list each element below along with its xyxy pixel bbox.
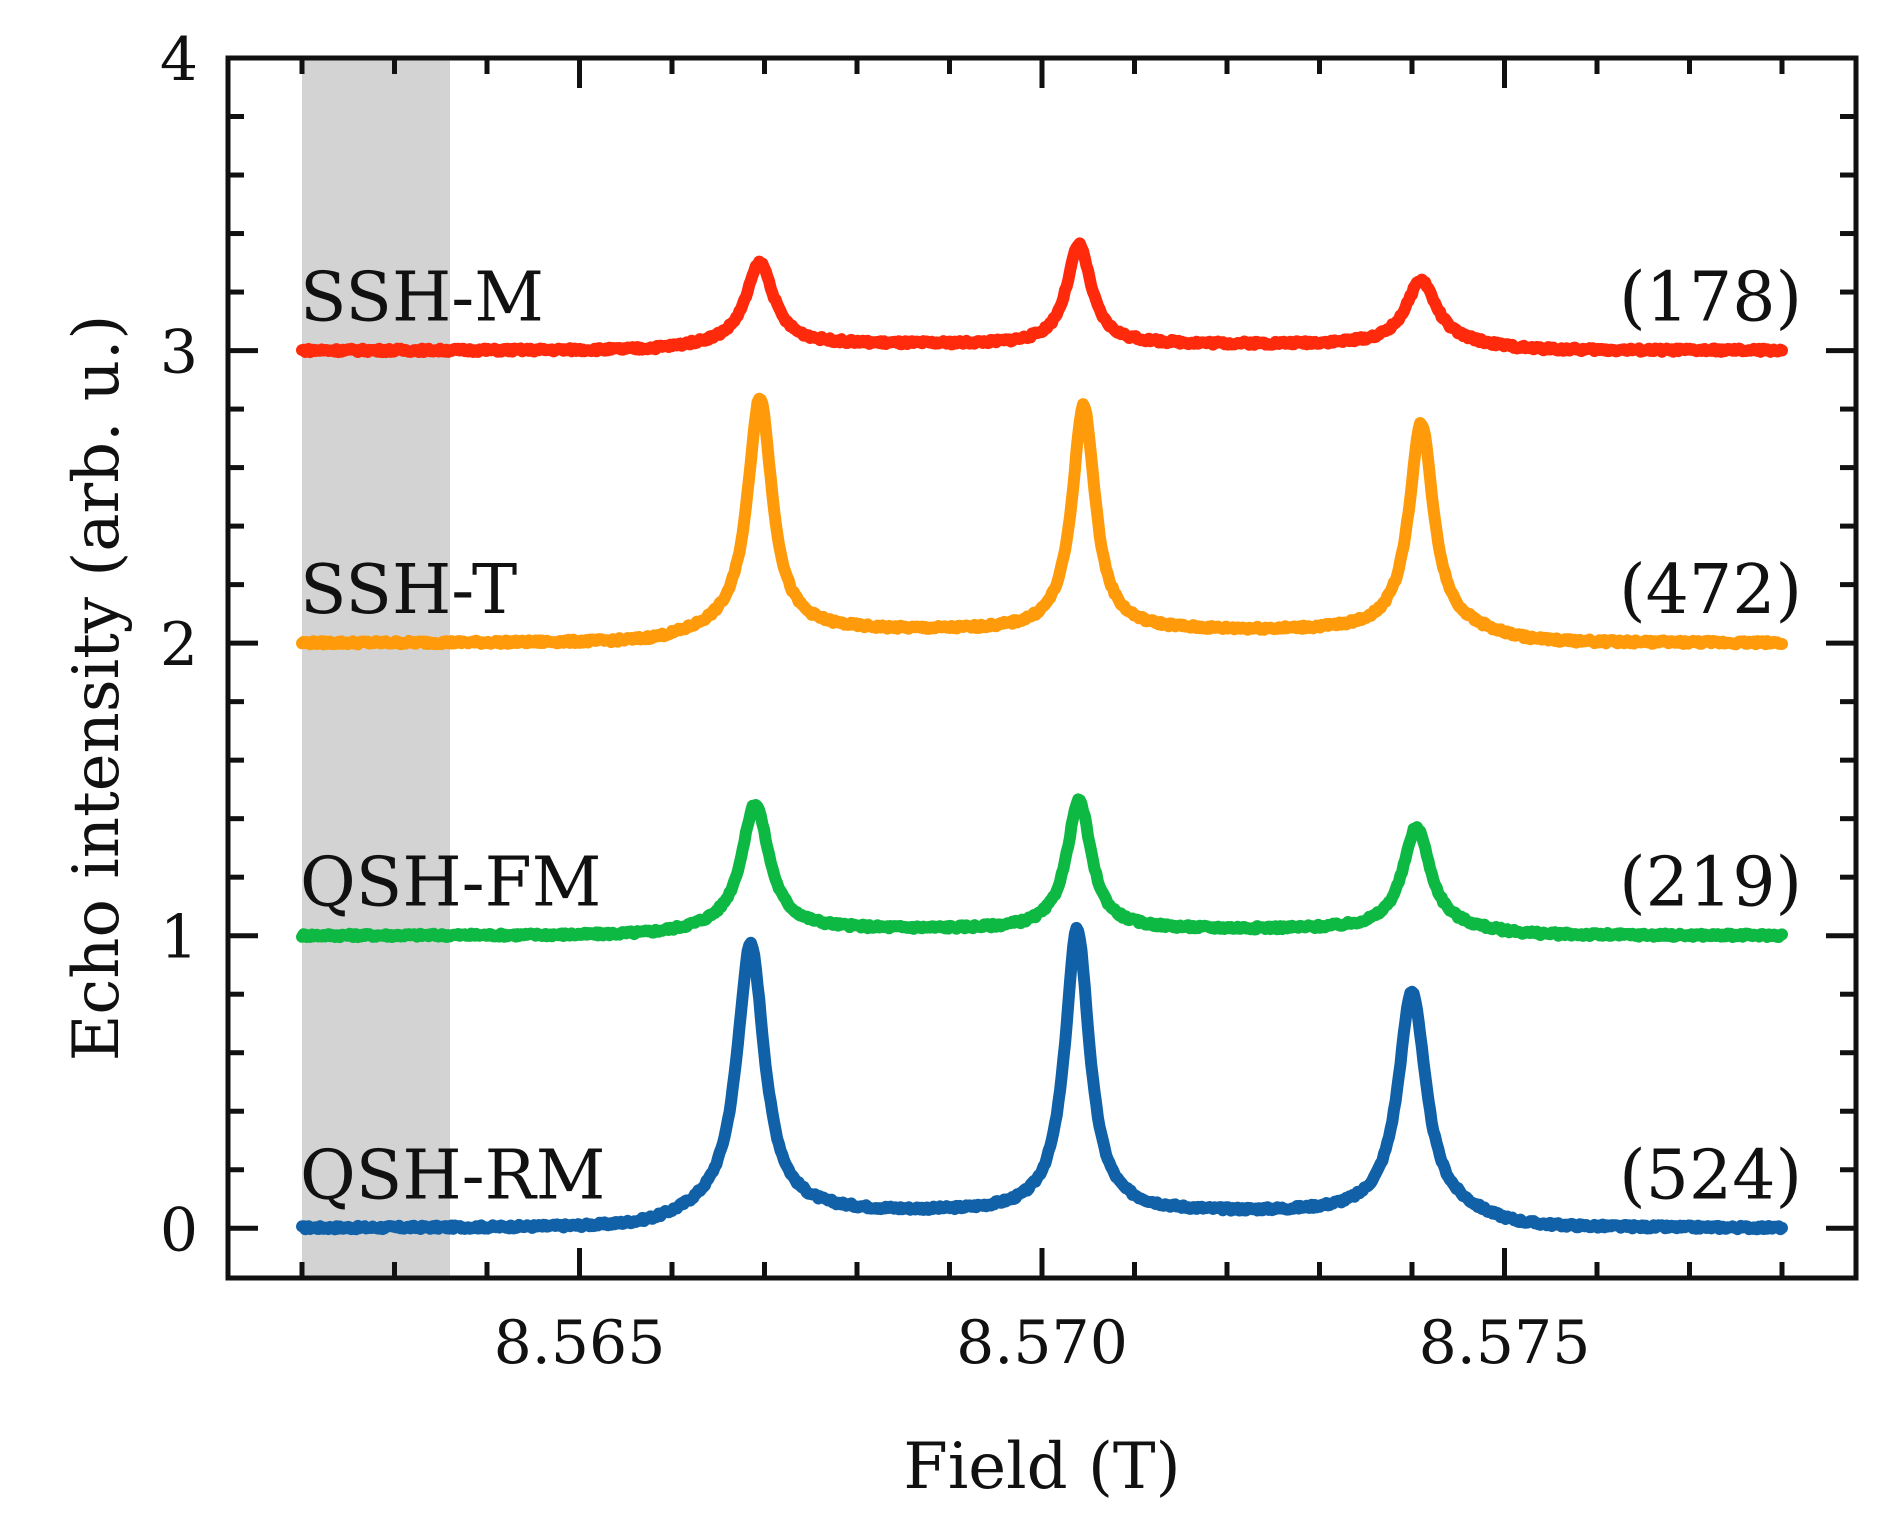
x-tick-label: 8.565 xyxy=(494,1308,666,1378)
series-label: QSH-RM xyxy=(300,1136,605,1215)
series-count: (178) xyxy=(1619,259,1802,338)
y-tick-label: 0 xyxy=(160,1195,198,1265)
x-tick-label: 8.575 xyxy=(1419,1308,1591,1378)
series-labels: QSH-RM (524) QSH-FM (219) SSH-T (472) SSH-M (17… xyxy=(300,259,1802,1216)
x-tick-labels: 8.565 8.570 8.575 xyxy=(494,1308,1591,1378)
y-tick-label: 1 xyxy=(160,903,198,973)
series-line-qsh-fm xyxy=(296,793,1788,944)
y-tick-label: 4 xyxy=(160,25,198,95)
y-tick-label: 2 xyxy=(160,610,198,680)
series-label: SSH-M xyxy=(300,259,544,338)
series-count: (472) xyxy=(1619,551,1802,630)
series-line-ssh-m xyxy=(296,237,1788,359)
plot-frame xyxy=(225,55,1859,1281)
y-tick-label: 3 xyxy=(160,318,198,388)
shaded-region xyxy=(302,58,450,1278)
series-label: QSH-FM xyxy=(300,844,601,923)
x-axis-title: Field (T) xyxy=(903,1430,1180,1504)
series-group xyxy=(296,237,1788,1236)
y-axis-title: Echo intensity (arb. u.) xyxy=(60,315,134,1062)
series-count: (524) xyxy=(1619,1136,1802,1215)
y-tick-labels: 0 1 2 3 4 xyxy=(160,25,198,1265)
x-tick-label: 8.570 xyxy=(956,1308,1128,1378)
series-label: SSH-T xyxy=(300,551,517,630)
ticks-group xyxy=(228,55,1856,1278)
series-line-qsh-rm xyxy=(296,921,1788,1236)
series-line-ssh-t xyxy=(296,392,1788,651)
series-count: (219) xyxy=(1619,844,1802,923)
